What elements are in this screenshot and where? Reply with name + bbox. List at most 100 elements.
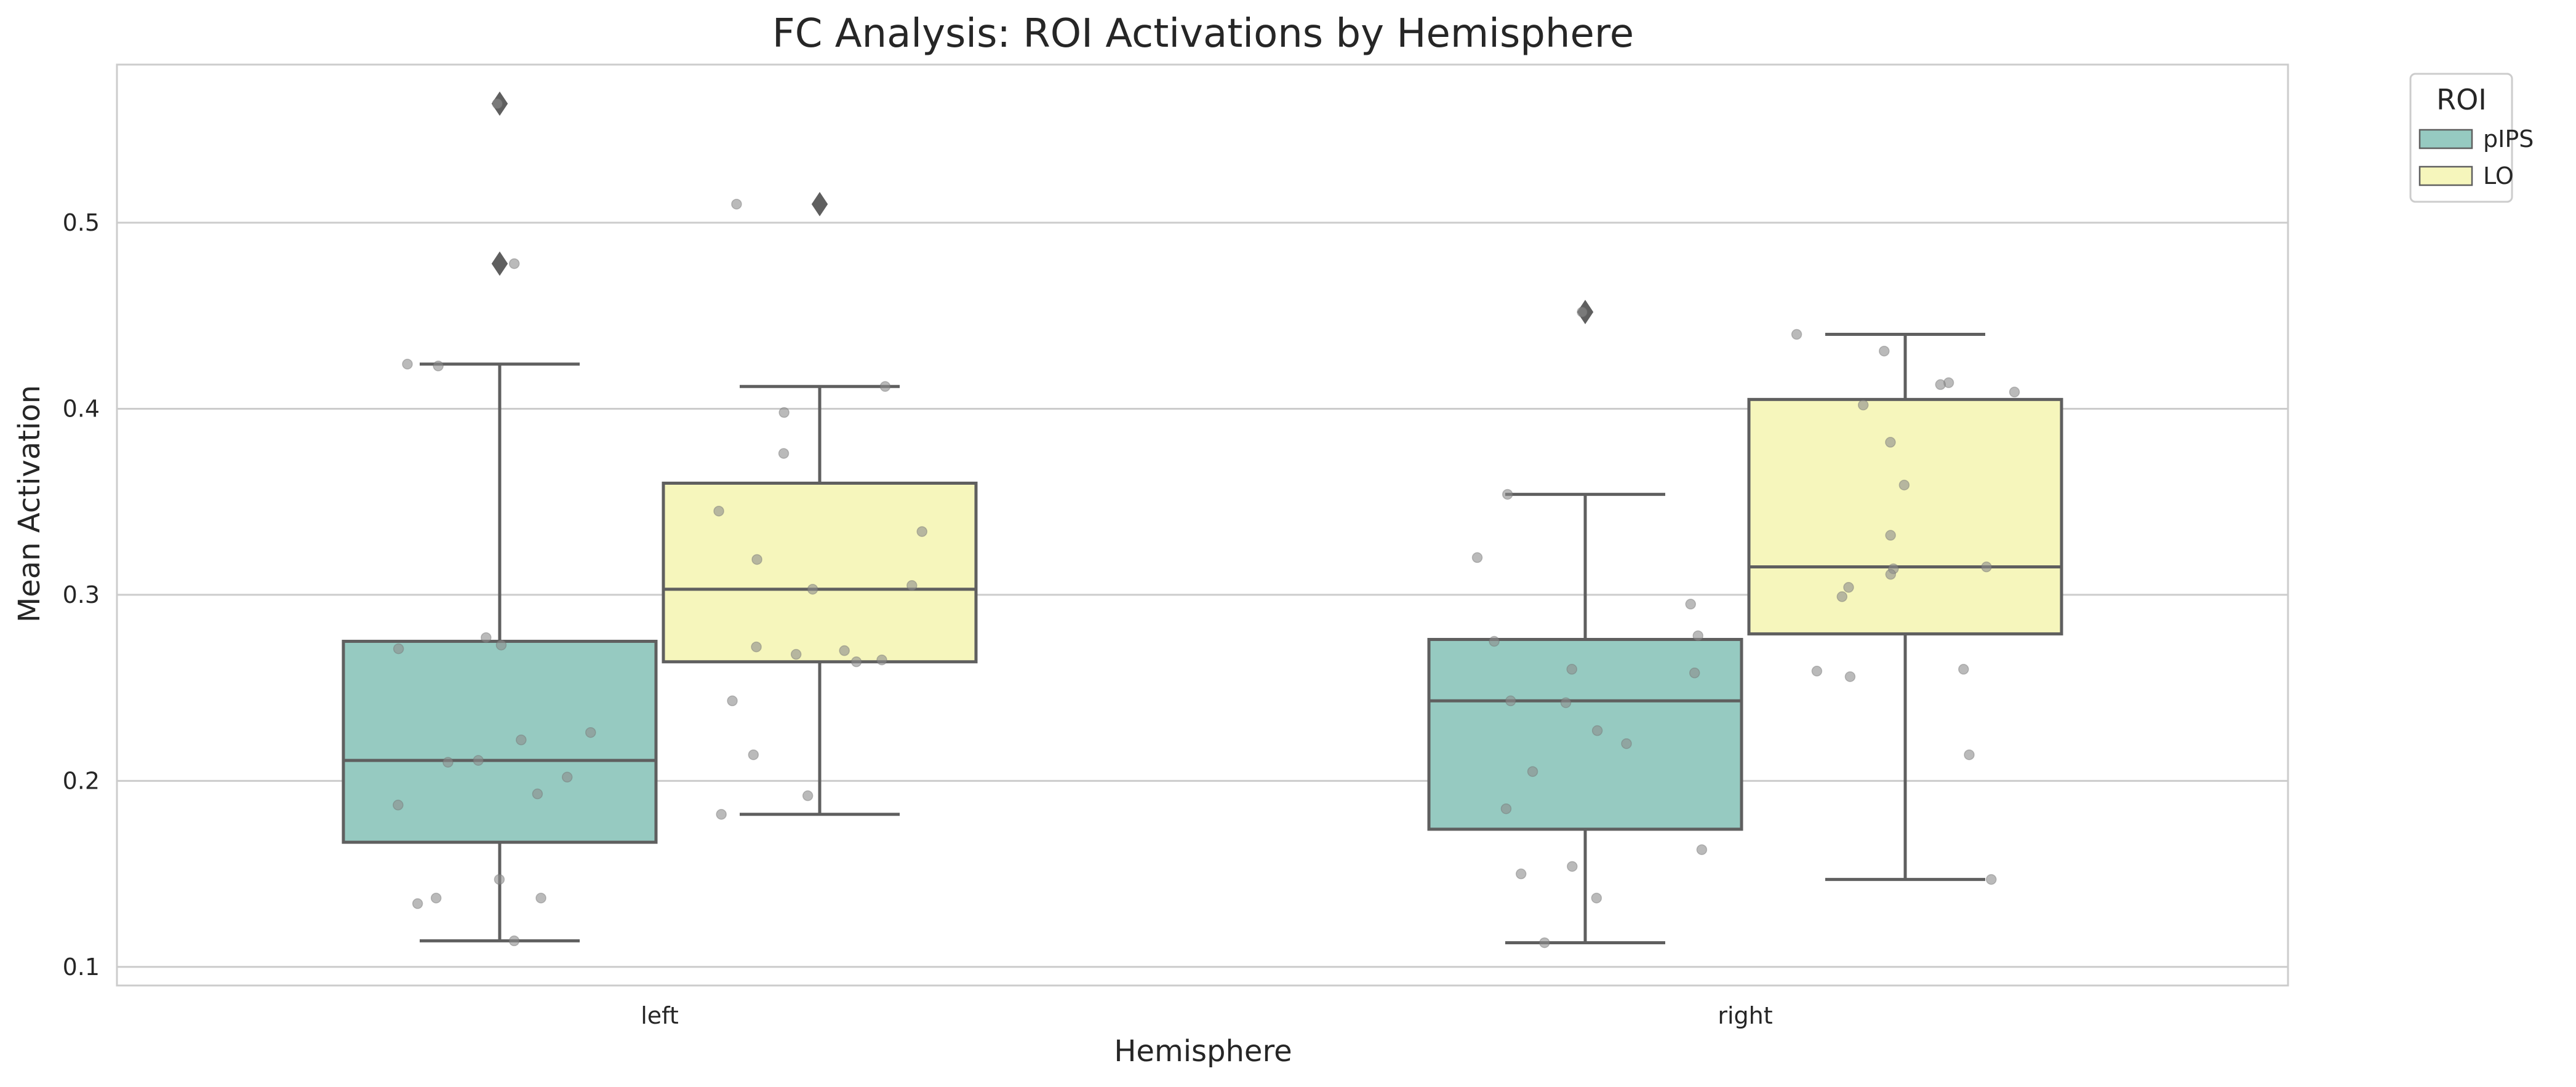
data-point bbox=[1935, 379, 1946, 390]
data-point bbox=[1885, 568, 1897, 580]
legend-label-pips: pIPS bbox=[2483, 125, 2534, 153]
y-tick-label: 0.2 bbox=[63, 767, 100, 794]
data-point bbox=[727, 695, 738, 707]
data-point bbox=[1791, 328, 1802, 340]
data-point bbox=[807, 584, 818, 595]
y-tick-label: 0.1 bbox=[63, 954, 100, 981]
x-tick-label: left bbox=[641, 1002, 679, 1029]
chart-title: FC Analysis: ROI Activations by Hemisphe… bbox=[772, 11, 1634, 57]
box bbox=[342, 640, 658, 844]
data-point bbox=[713, 506, 724, 517]
data-point bbox=[751, 641, 762, 653]
data-point bbox=[1567, 861, 1578, 872]
outlier-marker bbox=[491, 251, 508, 276]
data-point bbox=[802, 790, 814, 802]
data-point bbox=[508, 935, 520, 947]
data-point bbox=[1505, 695, 1516, 707]
legend-swatch-lo bbox=[2418, 165, 2473, 186]
data-point bbox=[1964, 749, 1975, 760]
box-group bbox=[1747, 333, 2063, 882]
data-point bbox=[1692, 630, 1704, 642]
data-point bbox=[1591, 893, 1602, 904]
y-tick-label: 0.5 bbox=[63, 209, 100, 236]
data-point bbox=[731, 199, 742, 210]
data-point bbox=[1489, 635, 1500, 647]
data-point bbox=[1843, 582, 1854, 593]
data-point bbox=[879, 381, 891, 392]
data-point bbox=[1836, 591, 1848, 602]
data-point bbox=[916, 526, 927, 537]
data-point bbox=[1502, 488, 1513, 500]
x-tick-label: right bbox=[1718, 1002, 1772, 1029]
data-point bbox=[508, 258, 520, 269]
legend-swatch-pips bbox=[2418, 129, 2473, 149]
data-point bbox=[1685, 599, 1697, 610]
data-point bbox=[442, 757, 454, 768]
data-point bbox=[839, 645, 850, 656]
data-point bbox=[433, 360, 444, 372]
data-point bbox=[532, 788, 543, 800]
data-point bbox=[1560, 697, 1572, 709]
data-point bbox=[1471, 552, 1483, 563]
data-point bbox=[1898, 479, 1910, 491]
data-point bbox=[850, 656, 862, 667]
data-point bbox=[430, 893, 442, 904]
box-group bbox=[342, 91, 658, 942]
data-point bbox=[535, 893, 546, 904]
data-point bbox=[1885, 437, 1896, 448]
box-group bbox=[1427, 300, 1743, 944]
data-point bbox=[481, 632, 492, 643]
data-point bbox=[1879, 345, 1890, 357]
data-point bbox=[473, 755, 484, 766]
data-point bbox=[402, 359, 413, 370]
data-point bbox=[494, 874, 505, 885]
y-axis-label: Mean Activation bbox=[12, 385, 47, 623]
legend-label-lo: LO bbox=[2483, 162, 2514, 189]
data-point bbox=[1591, 725, 1603, 736]
data-point bbox=[585, 727, 596, 738]
data-point bbox=[751, 554, 762, 565]
data-point bbox=[495, 639, 507, 651]
data-point bbox=[876, 655, 887, 666]
data-point bbox=[2009, 386, 2020, 398]
data-point bbox=[1515, 868, 1527, 880]
data-point bbox=[516, 735, 527, 746]
data-point bbox=[1986, 874, 1997, 885]
data-point bbox=[790, 648, 802, 660]
data-point bbox=[393, 799, 404, 811]
legend-title: ROI bbox=[2436, 83, 2487, 116]
data-point bbox=[906, 580, 918, 591]
data-point bbox=[561, 771, 573, 783]
x-axis-label: Hemisphere bbox=[1114, 1034, 1292, 1069]
y-tick-label: 0.4 bbox=[63, 395, 100, 422]
data-point bbox=[393, 643, 404, 655]
data-point bbox=[778, 407, 790, 418]
data-point bbox=[1577, 306, 1588, 317]
data-point bbox=[1621, 738, 1632, 749]
legend: ROI pIPS LO bbox=[2409, 73, 2534, 203]
data-point bbox=[1500, 803, 1512, 814]
data-point bbox=[1566, 664, 1577, 675]
data-point bbox=[748, 749, 759, 760]
box bbox=[1427, 637, 1743, 831]
data-point bbox=[412, 898, 423, 909]
outlier-marker bbox=[811, 192, 828, 217]
data-point bbox=[778, 448, 790, 459]
data-point bbox=[1689, 667, 1700, 679]
data-point bbox=[1696, 844, 1708, 855]
data-point bbox=[492, 98, 503, 109]
data-point bbox=[1844, 671, 1856, 682]
y-tick-label: 0.3 bbox=[63, 581, 100, 608]
data-point bbox=[1885, 530, 1896, 541]
data-point bbox=[1527, 766, 1538, 777]
data-point bbox=[716, 809, 727, 820]
data-point bbox=[1539, 937, 1550, 949]
data-point bbox=[1958, 664, 1969, 675]
data-point bbox=[1857, 399, 1869, 411]
data-point bbox=[1811, 666, 1823, 677]
data-point bbox=[1981, 561, 1992, 573]
box bbox=[662, 481, 978, 664]
box bbox=[1747, 397, 2063, 635]
